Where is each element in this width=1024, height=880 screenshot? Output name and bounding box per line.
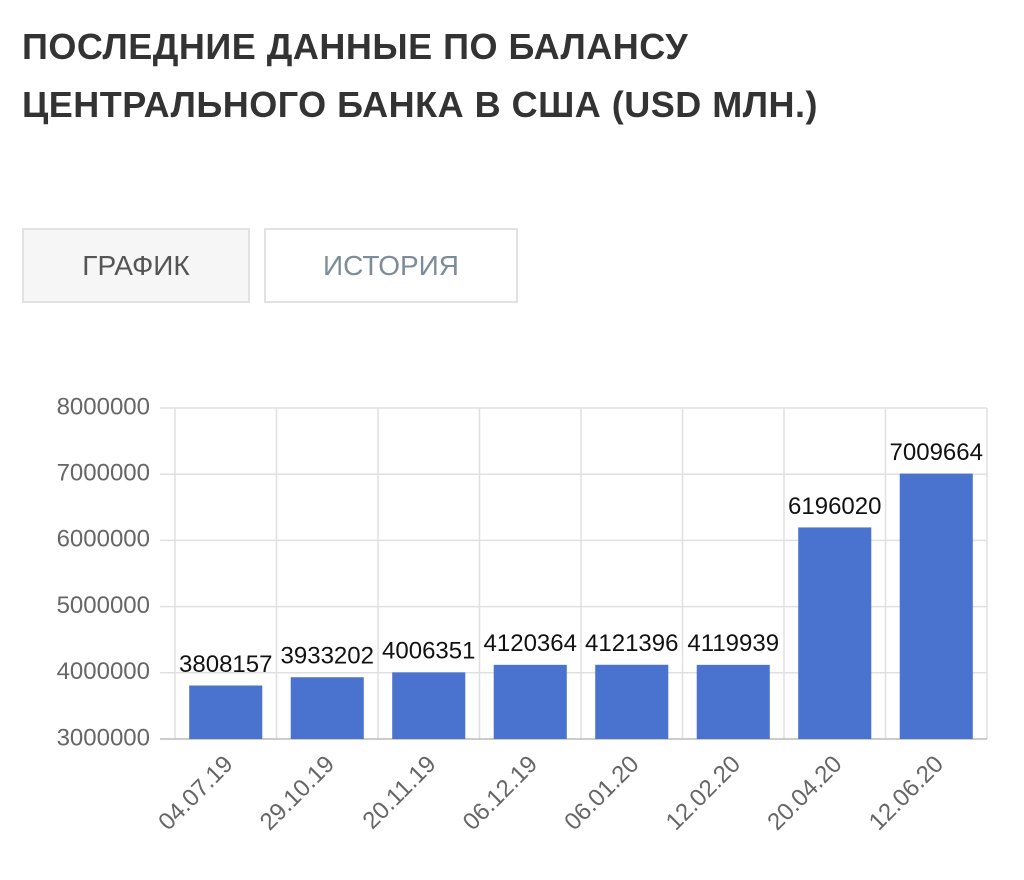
y-tick-label: 7000000	[57, 460, 150, 487]
value-label: 7009664	[890, 439, 983, 466]
y-tick-label: 5000000	[57, 592, 150, 619]
x-tick-label: 12.06.20	[864, 751, 949, 836]
bar	[189, 685, 263, 739]
tab[interactable]: ГРАФИК	[22, 228, 250, 303]
value-label: 3933202	[281, 643, 374, 670]
x-tick-label: 20.04.20	[762, 751, 847, 836]
value-label: 3808157	[179, 651, 272, 678]
y-tick-label: 3000000	[57, 724, 150, 751]
bar	[493, 664, 567, 739]
value-label: 4120364	[484, 630, 577, 657]
value-label: 6196020	[788, 493, 881, 520]
bar	[392, 672, 466, 739]
value-label: 4006351	[382, 638, 475, 665]
bar	[290, 677, 364, 739]
y-tick-label: 6000000	[57, 526, 150, 553]
x-tick-label: 29.10.19	[255, 751, 340, 836]
bar	[798, 527, 872, 739]
value-label: 4121396	[585, 630, 678, 657]
bar	[899, 473, 973, 739]
page-title: ПОСЛЕДНИЕ ДАННЫЕ ПО БАЛАНСУ ЦЕНТРАЛЬНОГО…	[22, 26, 819, 125]
x-tick-label: 04.07.19	[153, 751, 238, 836]
bar	[696, 664, 770, 739]
tab[interactable]: ИСТОРИЯ	[264, 228, 518, 303]
x-tick-label: 20.11.19	[358, 751, 442, 835]
x-tick-label: 06.12.19	[458, 751, 543, 836]
y-tick-label: 8000000	[57, 393, 150, 420]
value-label: 4119939	[687, 630, 779, 657]
x-tick-label: 12.02.20	[661, 751, 746, 836]
bar	[595, 664, 669, 739]
y-tick-label: 4000000	[57, 658, 150, 685]
x-tick-label: 06.01.20	[559, 751, 644, 836]
